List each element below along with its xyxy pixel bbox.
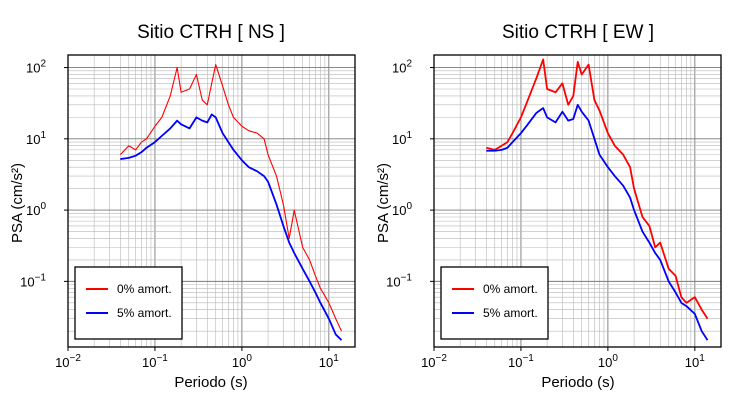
legend-label: 0% amort. <box>483 282 538 296</box>
y-tick-label: 100 <box>392 201 412 218</box>
y-tick-label: 10−1 <box>20 272 46 289</box>
chart-title: Sitio CTRH [ NS ] <box>137 22 285 43</box>
x-tick-label: 10−1 <box>508 353 534 370</box>
x-tick-label: 100 <box>232 353 252 370</box>
y-tick-label: 102 <box>26 59 46 76</box>
legend: 0% amort. 5% amort. <box>440 266 549 340</box>
legend: 0% amort. 5% amort. <box>74 266 183 340</box>
x-tick-label: 10−2 <box>55 353 81 370</box>
y-tick-label: 10−1 <box>386 272 412 289</box>
y-tick-label: 102 <box>392 59 412 76</box>
series-line-blue <box>120 113 343 341</box>
plot-frame <box>433 54 722 348</box>
chart-title: Sitio CTRH [ EW ] <box>502 22 654 43</box>
series-line-blue <box>486 103 709 341</box>
x-tick-label: 10−1 <box>142 353 168 370</box>
grid <box>67 55 356 347</box>
chart-panel-ns: Sitio CTRH [ NS ] Periodo (s) PSA (cm/s²… <box>9 22 356 391</box>
x-tick-label: 101 <box>319 353 339 370</box>
series-line-red <box>486 58 709 320</box>
x-tick-label: 100 <box>598 353 618 370</box>
chart-panel-ew: Sitio CTRH [ EW ] Periodo (s) PSA (cm/s²… <box>375 22 722 391</box>
plot-frame <box>67 54 356 348</box>
y-tick-label: 101 <box>392 130 412 147</box>
legend-label: 0% amort. <box>117 282 172 296</box>
x-axis-label: Periodo (s) <box>541 374 614 391</box>
legend-box <box>440 266 549 340</box>
x-tick-label: 10−2 <box>421 353 447 370</box>
legend-label: 5% amort. <box>483 306 538 320</box>
y-axis-label: PSA (cm/s²) <box>9 163 26 243</box>
y-tick-label: 101 <box>26 130 46 147</box>
legend-label: 5% amort. <box>117 306 172 320</box>
x-axis-label: Periodo (s) <box>174 374 247 391</box>
y-axis-label: PSA (cm/s²) <box>375 163 392 243</box>
y-tick-label: 100 <box>26 201 46 218</box>
legend-box <box>74 266 183 340</box>
series-line-red <box>119 64 343 332</box>
x-tick-label: 101 <box>685 353 705 370</box>
